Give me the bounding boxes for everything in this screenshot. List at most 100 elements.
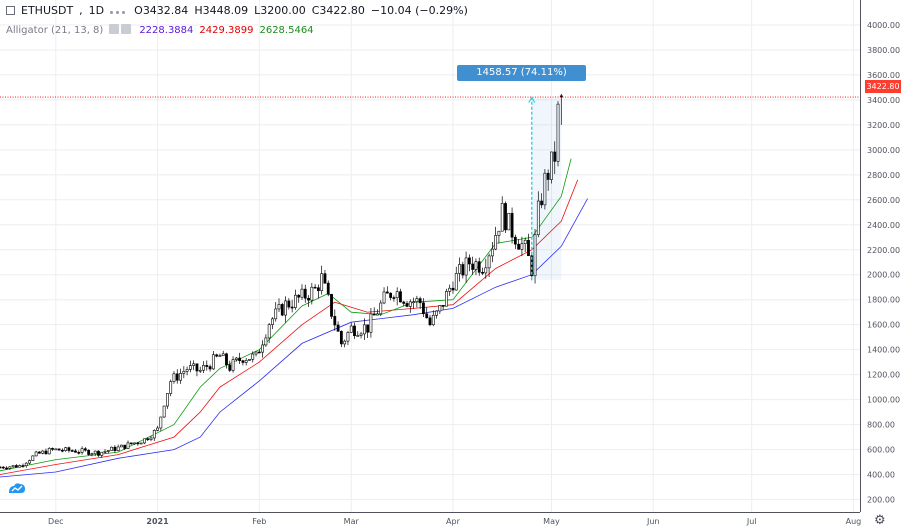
candle-body	[339, 331, 343, 345]
candle-body	[264, 337, 268, 346]
candle-body	[152, 430, 156, 439]
candle-body	[74, 450, 77, 453]
candle-body	[513, 236, 517, 245]
y-tick-label: 2600.00	[867, 196, 900, 205]
candle-body	[11, 465, 15, 468]
candle-body	[64, 447, 68, 451]
candle-body	[477, 261, 481, 273]
interval-label[interactable]: 1D	[88, 4, 105, 17]
candle-body	[300, 288, 304, 298]
candle-body	[21, 465, 25, 467]
candle-body	[280, 304, 284, 316]
candle-body	[546, 172, 550, 180]
y-tick-label: 2800.00	[867, 171, 900, 180]
ohlc-change: −10.04 (−0.29%)	[370, 4, 468, 17]
candle-body	[51, 448, 54, 450]
candle-body	[402, 301, 406, 304]
candle-body	[527, 239, 530, 257]
ohlc-high: H3448.09	[194, 4, 249, 17]
candle-body	[87, 449, 91, 455]
y-tick-label: 200.00	[867, 496, 895, 505]
y-tick-label: 400.00	[867, 471, 895, 480]
settings-small-icon[interactable]	[121, 24, 132, 34]
candle-body	[31, 455, 35, 461]
candle-body	[553, 151, 557, 162]
x-tick-label: Aug	[846, 517, 862, 526]
candle-body	[166, 393, 169, 407]
candle-body	[192, 363, 196, 366]
y-tick-label: 2400.00	[867, 221, 900, 230]
candle-body	[359, 333, 363, 336]
candle-body	[244, 360, 248, 363]
candle-body	[376, 313, 379, 316]
candle-body	[254, 351, 258, 355]
candle-body	[47, 448, 51, 455]
tradingview-logo-icon[interactable]	[8, 481, 26, 495]
candle-body	[500, 203, 504, 232]
candle-body	[399, 291, 402, 303]
alligator-teeth-line	[0, 179, 579, 475]
candle-body	[57, 448, 61, 451]
candle-body	[333, 316, 337, 326]
candle-body	[422, 302, 425, 315]
indicator-legend: Alligator (21, 13, 8) 2228.3884 2429.389…	[6, 24, 314, 37]
indicator-name[interactable]: Alligator (21, 13, 8)	[6, 25, 104, 36]
candle-body	[139, 442, 143, 445]
candle-body	[277, 304, 281, 310]
candle-body	[313, 286, 317, 289]
y-tick-label: 1600.00	[867, 321, 900, 330]
candle-body	[389, 292, 393, 298]
candle-body	[287, 300, 291, 308]
candle-body	[182, 371, 186, 374]
candle-body	[208, 366, 212, 370]
candle-body	[28, 460, 31, 464]
candle-body	[405, 303, 409, 307]
candle-body	[464, 257, 468, 276]
gear-icon[interactable]: ⚙	[874, 513, 886, 528]
candle-body	[484, 267, 488, 274]
candle-body	[353, 325, 356, 337]
candle-body	[179, 373, 182, 381]
visibility-dots-icon[interactable]	[110, 4, 128, 17]
candle-body	[129, 442, 133, 445]
candle-body	[159, 416, 163, 429]
candle-body	[326, 282, 330, 295]
candle-body	[175, 373, 179, 381]
candle-body	[517, 243, 521, 250]
candle-body	[261, 344, 264, 353]
symbol-name[interactable]: ETHUSDT	[21, 4, 74, 17]
measure-arrow	[528, 96, 536, 103]
candle-body	[431, 314, 435, 326]
candle-body	[44, 450, 48, 455]
candle-body	[504, 203, 507, 231]
candle-body	[231, 359, 235, 371]
collapse-legend-icon[interactable]	[6, 6, 15, 15]
ohlc-low: L3200.00	[254, 4, 306, 17]
last-price-tag: 3422.80	[865, 80, 901, 93]
candle-body	[126, 442, 130, 449]
candle-body	[37, 451, 41, 454]
candle-body	[412, 301, 415, 303]
candle-body	[343, 340, 347, 345]
candle-body	[415, 298, 419, 302]
candle-body	[251, 353, 255, 360]
candle-body	[133, 442, 136, 445]
candle-body	[271, 318, 274, 325]
candle-body	[0, 466, 2, 469]
candle-body	[24, 462, 28, 466]
candle-body	[310, 286, 314, 301]
candle-body	[382, 291, 386, 304]
candle-body	[418, 298, 422, 304]
candle-body	[106, 450, 110, 452]
candle-body	[146, 438, 150, 441]
candle-body	[559, 95, 563, 98]
x-tick-label: 2021	[146, 517, 169, 526]
y-tick-label: 3400.00	[867, 96, 900, 105]
y-tick-label: 1400.00	[867, 346, 900, 355]
eye-icon[interactable]	[109, 24, 120, 34]
y-tick-label: 600.00	[867, 446, 895, 455]
y-tick-label: 1800.00	[867, 296, 900, 305]
candle-body	[202, 365, 205, 371]
